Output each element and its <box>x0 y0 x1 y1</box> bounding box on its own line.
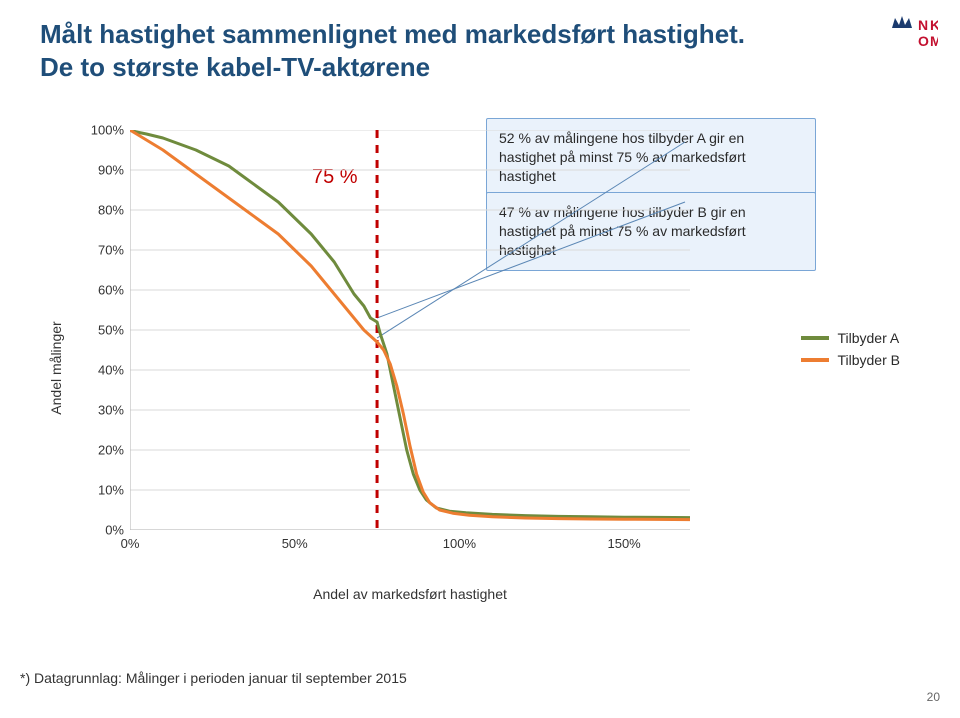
logo: N K O M <box>890 12 938 60</box>
y-tick-label: 30% <box>98 403 124 418</box>
y-tick-label: 80% <box>98 203 124 218</box>
legend-label: Tilbyder B <box>837 352 900 368</box>
legend-label: Tilbyder A <box>837 330 899 346</box>
y-tick-label: 10% <box>98 483 124 498</box>
x-tick-label: 150% <box>607 536 640 551</box>
legend-swatch <box>801 358 829 362</box>
logo-letter: N <box>918 17 928 33</box>
x-tick-label: 100% <box>443 536 476 551</box>
y-tick-label: 70% <box>98 243 124 258</box>
y-tick-label: 20% <box>98 443 124 458</box>
y-tick-label: 50% <box>98 323 124 338</box>
crown-icon <box>892 16 912 28</box>
x-tick-label: 50% <box>282 536 308 551</box>
chart: Andel målinger 75 % 52 % av målingene ho… <box>50 130 910 590</box>
slide: N K O M Målt hastighet sammenlignet med … <box>0 0 960 718</box>
y-axis-label: Andel målinger <box>48 321 64 414</box>
footnote: *) Datagrunnlag: Målinger i perioden jan… <box>20 670 407 686</box>
y-tick-label: 100% <box>91 123 124 138</box>
y-tick-label: 90% <box>98 163 124 178</box>
logo-letter: O <box>918 33 929 49</box>
legend-item: Tilbyder A <box>801 330 900 346</box>
x-tick-label: 0% <box>121 536 140 551</box>
y-tick-label: 40% <box>98 363 124 378</box>
slide-title: Målt hastighet sammenlignet med markedsf… <box>40 18 920 83</box>
title-line-1: Målt hastighet sammenlignet med markedsf… <box>40 19 745 49</box>
logo-letter: M <box>930 33 938 49</box>
page-number: 20 <box>927 690 940 704</box>
logo-letter: K <box>930 17 938 33</box>
legend-item: Tilbyder B <box>801 352 900 368</box>
title-line-2: De to største kabel-TV-aktørene <box>40 52 430 82</box>
legend: Tilbyder A Tilbyder B <box>801 330 900 374</box>
y-tick-label: 60% <box>98 283 124 298</box>
plot-area: 0%10%20%30%40%50%60%70%80%90%100%0%50%10… <box>130 130 690 530</box>
x-axis-label: Andel av markedsført hastighet <box>313 586 507 602</box>
legend-swatch <box>801 336 829 340</box>
